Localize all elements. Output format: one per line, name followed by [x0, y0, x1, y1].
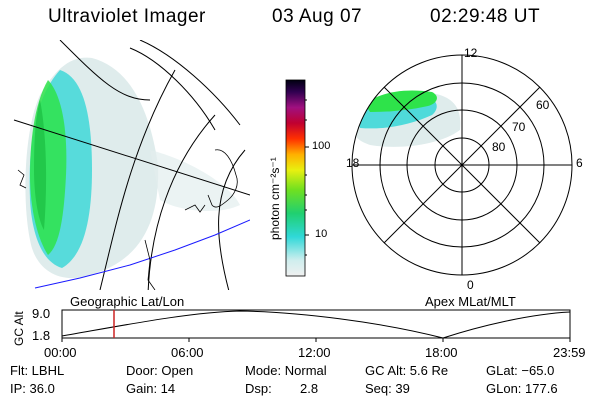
- longitude-arc: [99, 69, 176, 290]
- timeline-xtick-4: 23:59: [553, 345, 586, 360]
- colorbar-unit-label: photon cm⁻²s⁻¹: [268, 157, 282, 240]
- latitude-arc: [139, 40, 241, 126]
- colorbar: [285, 79, 306, 277]
- longitude-arc: [218, 149, 246, 290]
- status-door: Door: Open: [126, 363, 194, 378]
- date-label: 03 Aug 07: [272, 6, 363, 27]
- timeline-ytick-min: 1.8: [32, 328, 51, 343]
- instrument-title: Ultraviolet Imager: [48, 6, 206, 27]
- longitude-line: [13, 119, 250, 196]
- status-seq: Seq: 39: [365, 381, 410, 396]
- emission-green-core: [34, 100, 47, 230]
- status-flt: Flt: LBHL: [10, 363, 65, 378]
- polar-emission-green: [365, 90, 437, 112]
- mlt-label-18: 18: [346, 156, 360, 170]
- timeline-plot: [61, 309, 571, 342]
- mlt-line-diag: [383, 86, 541, 244]
- landmass: [184, 204, 206, 213]
- mlt-label-6: 6: [576, 156, 583, 170]
- geographic-map: [13, 40, 250, 290]
- timeline-ytick-max: 9.0: [32, 306, 51, 321]
- colorbar-tick-10: 10: [315, 228, 328, 240]
- status-dsp-label: Dsp:: [245, 381, 272, 396]
- geo-panel-label: Geographic Lat/Lon: [70, 294, 185, 309]
- mlat-label-80: 80: [492, 140, 506, 154]
- status-glat: GLat: −65.0: [486, 363, 555, 378]
- status-ip: IP: 36.0: [10, 381, 55, 396]
- timeline-xtick-2: 12:00: [298, 345, 331, 360]
- status-dsp-value: 2.8: [300, 381, 319, 396]
- longitude-arc: [59, 40, 151, 101]
- status-gain: Gain: 14: [126, 381, 176, 396]
- time-label: 02:29:48 UT: [430, 6, 541, 27]
- mlat-label-60: 60: [536, 98, 550, 112]
- timeline-xtick-0: 00:00: [44, 345, 77, 360]
- timeline-xtick-3: 18:00: [425, 345, 458, 360]
- coastline: [34, 219, 250, 289]
- latitude-arc: [129, 47, 216, 131]
- longitude-arc: [147, 114, 216, 290]
- polar-panel-label: Apex MLat/MLT: [425, 294, 516, 309]
- status-mode: Mode: Normal: [245, 363, 327, 378]
- timeline-ylabel: GC Alt: [12, 311, 26, 346]
- gc-alt-curve: [61, 310, 571, 339]
- colorbar-tick-100: 100: [312, 140, 331, 152]
- status-glon: GLon: 177.6: [486, 381, 558, 396]
- landmass: [207, 149, 238, 208]
- timeline-xtick-1: 06:00: [171, 345, 204, 360]
- status-gc-alt: GC Alt: 5.6 Re: [365, 363, 449, 378]
- emission-low-ext: [150, 150, 240, 212]
- mlt-label-0: 0: [467, 278, 474, 292]
- mlt-label-12: 12: [464, 46, 478, 60]
- polar-plot: [351, 54, 573, 276]
- landmass: [17, 169, 27, 189]
- landmass: [144, 239, 156, 290]
- mlat-label-70: 70: [512, 120, 526, 134]
